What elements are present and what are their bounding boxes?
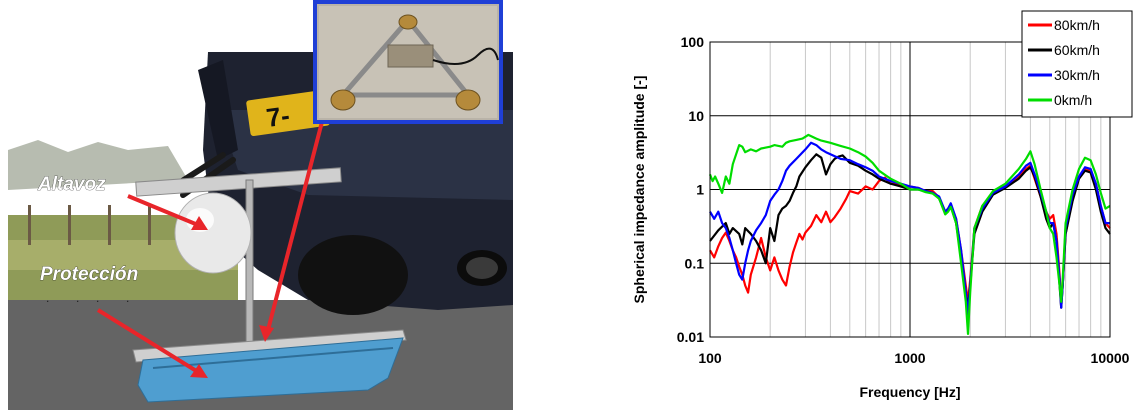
y-tick-label: 100	[681, 34, 705, 50]
svg-text:. . . .: . . . .	[46, 291, 129, 305]
y-tick-label: 0.01	[677, 329, 704, 345]
y-tick-label: 10	[688, 108, 704, 124]
protection-bag	[137, 337, 404, 403]
legend-label: 0km/h	[1054, 92, 1092, 108]
y-tick-label: 1	[696, 182, 704, 198]
tick-labels: 100 1000 10000 0.01 0.1 1 10 100	[677, 34, 1130, 366]
annotation-arrows	[96, 117, 325, 378]
chart-svg: 100 1000 10000 0.01 0.1 1 10 100 Frequency [Hz]…	[631, 10, 1133, 400]
x-tick-label: 100	[698, 350, 722, 366]
x-tick-label: 10000	[1091, 350, 1130, 366]
x-tick-label: 1000	[894, 350, 925, 366]
annotation-speaker: Altavoz	[37, 174, 106, 195]
photo-illustration: 7- Altavoz Protección . . . .	[8, 0, 513, 410]
legend: 80km/h 60km/h 30km/h 0km/h	[1021, 10, 1133, 118]
series-line-0kmh	[708, 133, 1111, 335]
inset-photo	[313, 0, 503, 124]
license-plate-text: 7-	[264, 100, 291, 133]
annotation-protection: Protección	[40, 264, 138, 285]
series-layer	[708, 133, 1111, 335]
x-axis-label: Frequency [Hz]	[859, 384, 960, 400]
y-tick-label: 0.1	[685, 255, 705, 271]
legend-label: 30km/h	[1054, 67, 1100, 83]
legend-label: 60km/h	[1054, 42, 1100, 58]
impedance-chart: 100 1000 10000 0.01 0.1 1 10 100 Frequency [Hz]…	[560, 0, 1139, 412]
y-axis-label: Spherical impedance amplitude [-]	[631, 76, 647, 304]
measurement-photo: 7- Altavoz Protección . . . .	[8, 0, 513, 410]
loudspeaker-sphere	[174, 192, 252, 274]
series-line-30kmh	[709, 141, 1110, 316]
license-plate	[246, 89, 330, 137]
legend-label: 80km/h	[1054, 17, 1100, 33]
plot-frame	[709, 41, 1111, 338]
